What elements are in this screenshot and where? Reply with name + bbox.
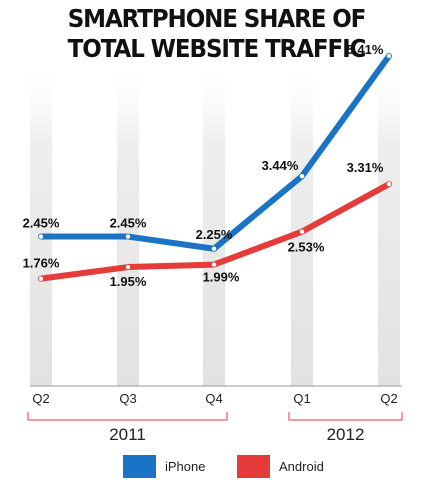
- legend-label-iphone: iPhone: [165, 459, 205, 474]
- data-point: [299, 173, 305, 179]
- data-point: [211, 246, 217, 251]
- year-label: 2012: [327, 425, 365, 444]
- legend-label-android: Android: [279, 459, 324, 474]
- data-label: 2.45%: [110, 216, 147, 231]
- data-point: [38, 234, 44, 239]
- chart-title-line-1: SMARTPHONE SHARE OF: [67, 4, 367, 33]
- x-tick-label: Q2: [32, 391, 49, 406]
- background-column: [30, 60, 52, 386]
- data-label: 3.31%: [347, 160, 384, 175]
- data-label: 2.53%: [288, 240, 325, 255]
- data-point: [125, 264, 131, 270]
- data-point: [211, 262, 217, 267]
- chart-title: SMARTPHONE SHARE OF TOTAL WEBSITE TRAFFI…: [0, 4, 433, 64]
- x-tick-label: Q2: [380, 391, 397, 406]
- data-point: [299, 229, 305, 234]
- data-point: [386, 53, 392, 59]
- background-column: [203, 60, 225, 386]
- data-label: 1.76%: [23, 256, 60, 271]
- legend-swatch-iphone: [123, 455, 156, 478]
- data-point: [38, 276, 44, 281]
- data-point: [386, 181, 392, 187]
- background-column: [378, 60, 400, 386]
- year-bracket: [288, 412, 403, 421]
- data-label: 1.95%: [110, 274, 147, 289]
- chart-title-line-2: TOTAL WEBSITE TRAFFIC: [67, 34, 367, 63]
- data-label: 3.44%: [262, 158, 299, 173]
- legend-swatch-android: [237, 455, 270, 478]
- data-point: [125, 234, 131, 239]
- background-column: [117, 60, 139, 386]
- x-tick-label: Q3: [119, 391, 136, 406]
- x-tick-label: Q4: [205, 391, 222, 406]
- data-label: 2.25%: [196, 227, 233, 242]
- year-bracket: [27, 412, 228, 421]
- x-tick-label: Q1: [293, 391, 310, 406]
- data-label: 2.45%: [23, 216, 60, 231]
- data-label: 1.99%: [203, 270, 240, 285]
- background-column: [291, 60, 313, 386]
- data-label: 5.41%: [347, 42, 384, 57]
- year-label: 2011: [109, 425, 146, 444]
